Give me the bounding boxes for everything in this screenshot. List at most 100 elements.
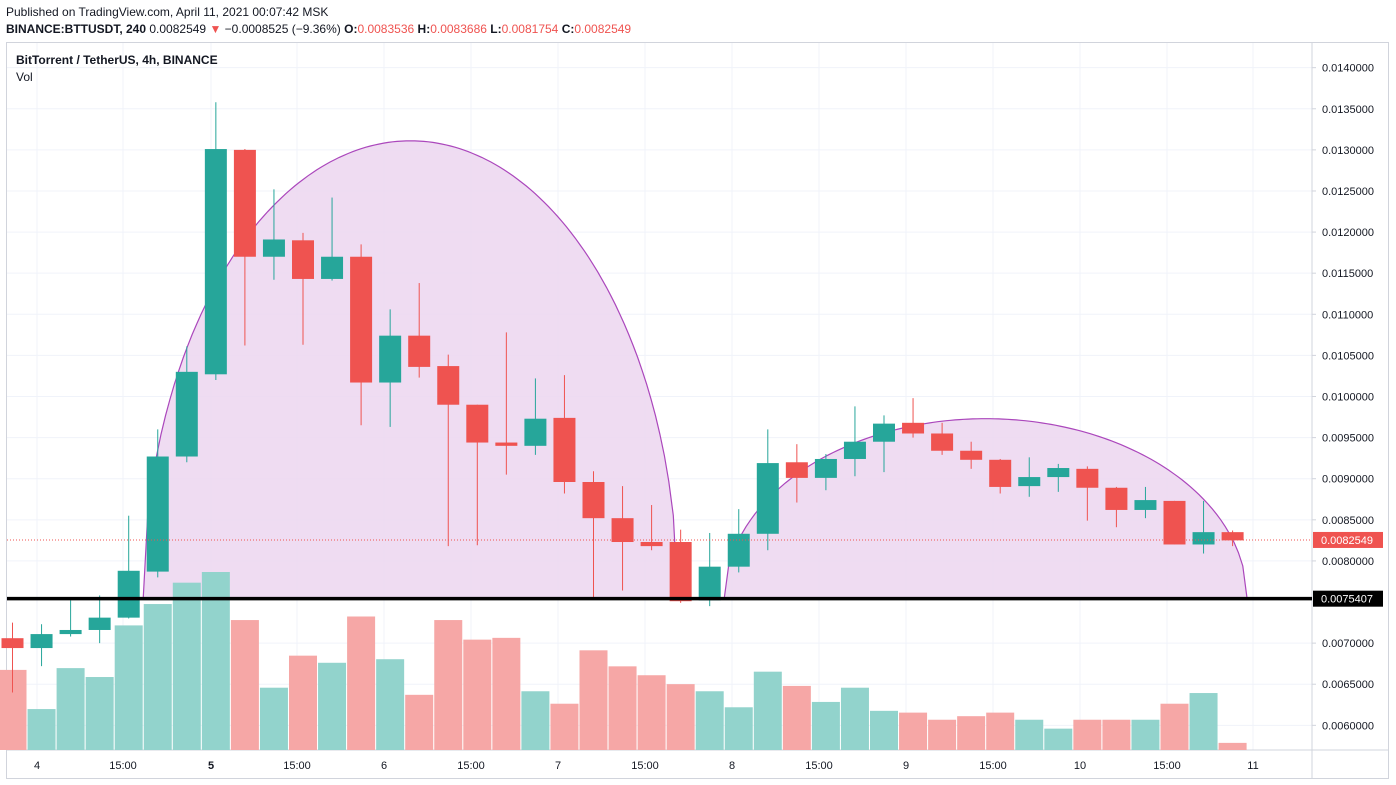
published-caption: Published on TradingView.com, April 11, … [6,5,329,19]
volume-bar [753,671,782,750]
y-tick-label: 0.0100000 [1322,392,1374,404]
volume-bar [782,685,811,750]
volume-bar [201,572,230,750]
volume-bar [1015,719,1044,750]
candle-body [262,239,285,257]
candle-body [873,423,895,442]
candle-body [1018,477,1041,487]
y-tick-label: 0.0060000 [1322,720,1374,732]
candle-body [233,149,256,257]
y-tick-label: 0.0090000 [1322,474,1374,486]
chart-frame [6,42,1389,779]
candle-body [30,634,53,649]
candle-body [640,542,663,547]
volume-bar [637,675,666,750]
support-price-badge [1313,590,1383,607]
candle-body [379,335,402,383]
series-title: BitTorrent / TetherUS, 4h, BINANCE [16,53,218,67]
volume-bar [1102,719,1131,750]
x-tick-label: 15:00 [109,760,137,772]
y-tick-label: 0.0130000 [1322,145,1374,157]
volume-bar [957,716,986,750]
volume-bar [695,691,724,750]
candle-body [582,481,605,519]
y-tick-label: 0.0125000 [1322,186,1374,198]
x-tick-label: 7 [555,760,561,772]
candle-body [931,433,954,451]
candle-body [989,459,1012,487]
price-change: −0.0008525 (−9.36%) [224,22,341,36]
volume-bar [870,710,898,750]
candle-body [466,404,489,443]
candle-body [1076,468,1099,488]
candle-body [756,463,779,534]
symbol-label: BINANCE:BTTUSDT, 240 [6,22,147,36]
volume-bar [724,707,753,750]
volume-bar [289,655,317,750]
volume-bar [172,582,201,750]
y-tick-label: 0.0085000 [1322,515,1374,527]
y-tick-label: 0.0140000 [1322,63,1374,75]
volume-bar [521,691,550,750]
cup-arc-0 [142,140,679,599]
candle-body [437,366,460,405]
x-tick-label: 15:00 [805,760,833,772]
x-tick-label: 11 [1247,760,1258,772]
close-value: 0.0082549 [574,22,632,36]
volume-bar [347,616,376,750]
volume-bar [85,677,114,750]
volume-bar [550,703,579,750]
volume-bar [1044,728,1073,750]
candle-body [321,256,344,279]
candle-body [350,256,373,383]
volume-bar [928,719,957,750]
candle-body [1163,500,1186,545]
candle-body [495,442,518,446]
volume-bar [1218,742,1247,750]
volume-bar [1189,693,1218,750]
volume-bar [376,659,405,750]
x-tick-label: 15:00 [457,760,485,772]
y-tick-label: 0.0115000 [1322,268,1373,280]
volume-bar [666,684,695,750]
y-tick-label: 0.0110000 [1322,309,1373,321]
candle-body [611,518,634,543]
candle-body [669,542,692,602]
candle-body [292,240,314,279]
down-arrow-icon: ▼ [209,22,222,36]
volume-bar [143,604,172,750]
volume-bar [608,666,637,750]
x-tick-label: 9 [903,760,909,772]
x-tick-label: 4 [34,760,40,772]
open-value: 0.0083536 [357,22,415,36]
candle-body [785,462,808,478]
cup-arc-1 [723,418,1248,599]
volume-bar [811,701,840,750]
candle-body [727,533,750,567]
y-tick-label: 0.0120000 [1322,227,1374,239]
candle-body [843,441,866,459]
candle-body [814,458,837,478]
y-tick-label: 0.0070000 [1322,638,1374,650]
candle-body [175,371,198,457]
y-tick-label: 0.0135000 [1322,104,1374,116]
x-tick-label: 15:00 [979,760,1007,772]
y-tick-label: 0.0080000 [1322,556,1374,568]
volume-bar [986,712,1015,750]
volume-bar [56,668,85,750]
volume-bar [1160,703,1189,750]
candle-body [117,570,140,618]
y-tick-label: 0.0105000 [1322,350,1374,362]
volume-bar [259,687,288,750]
last-price-badge [1313,531,1383,548]
volume-bar [405,694,434,750]
candle-body [524,418,547,446]
x-tick-label: 8 [729,760,735,772]
volume-bar [1073,719,1102,750]
candle-body [59,629,82,635]
high-label: H: [417,22,431,36]
volume-bar [463,639,492,750]
volume-bar [579,650,608,750]
volume-bar [318,662,347,750]
